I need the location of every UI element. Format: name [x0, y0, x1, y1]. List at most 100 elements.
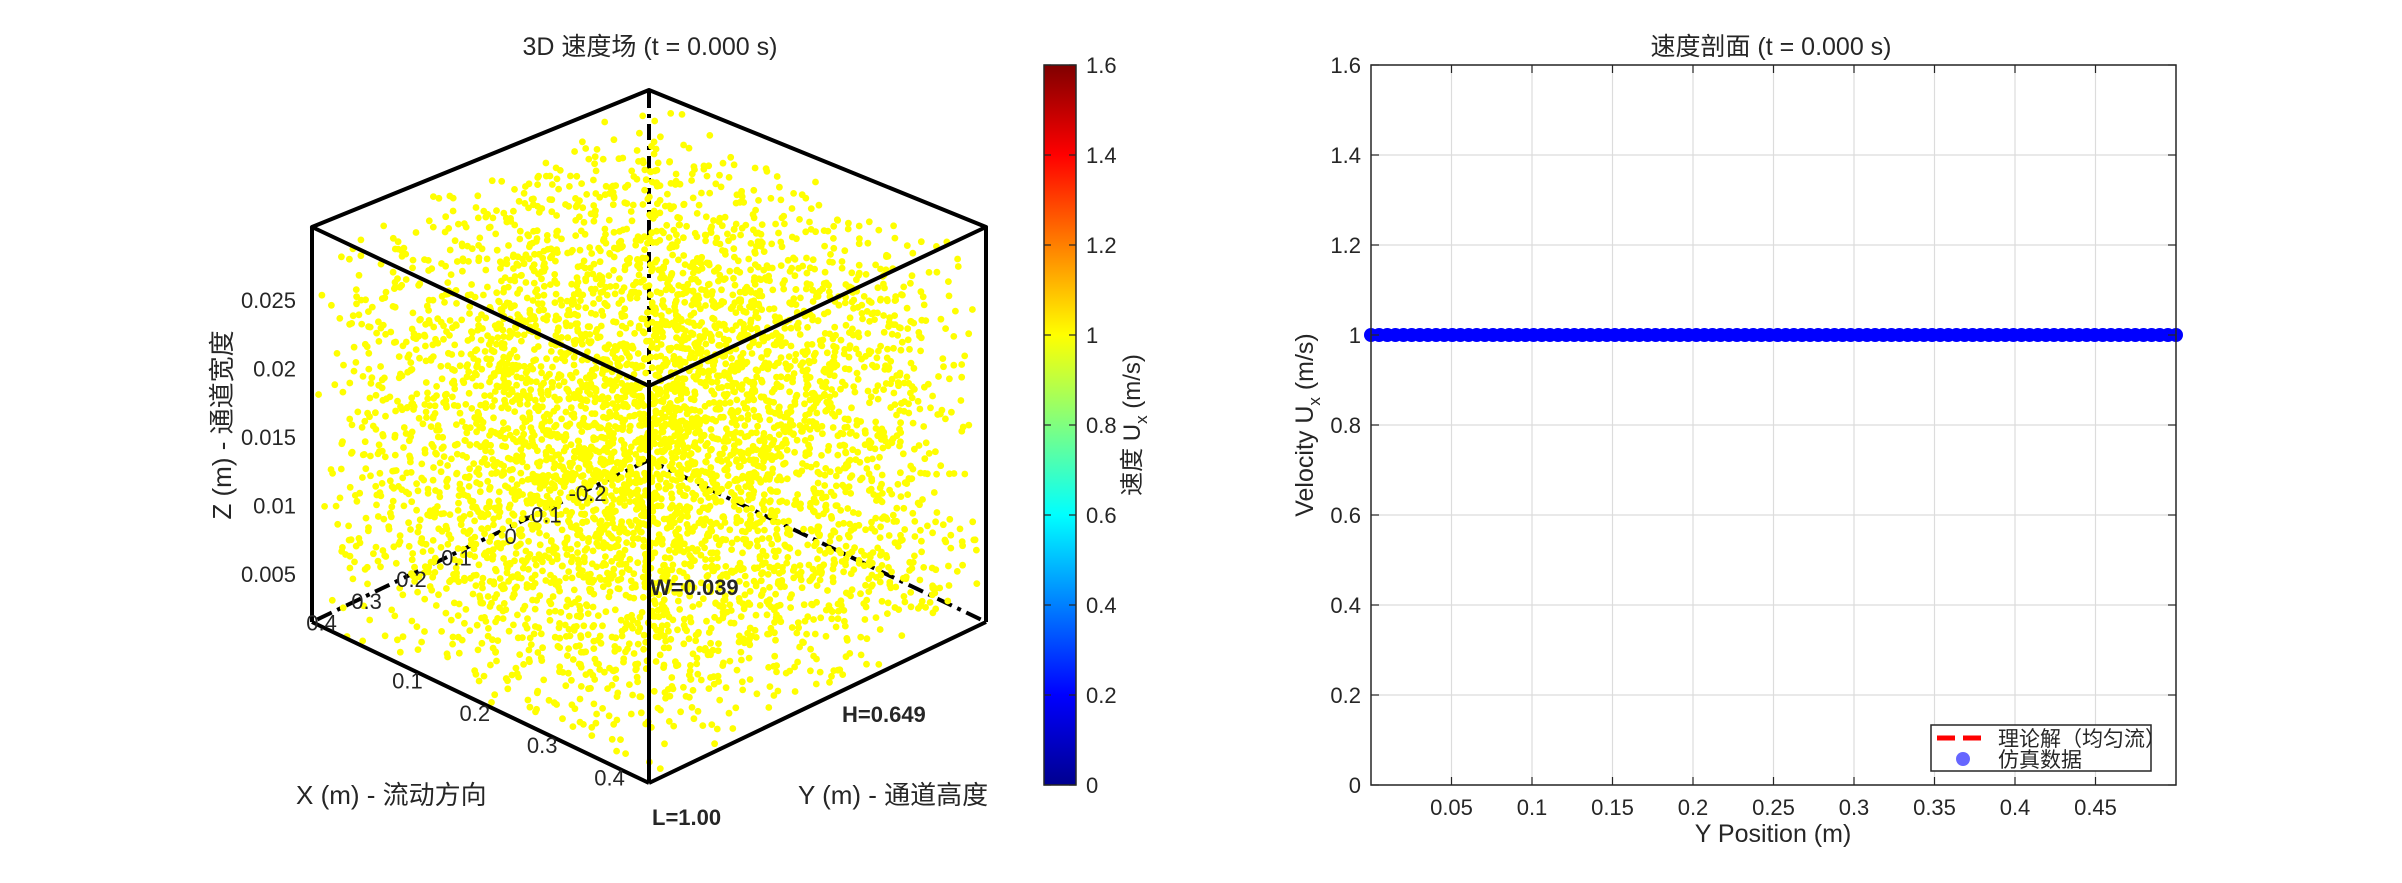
velocity-point: [350, 367, 358, 375]
velocity-point: [683, 508, 691, 516]
velocity-point: [531, 571, 539, 579]
velocity-point: [363, 563, 371, 571]
velocity-point: [427, 547, 435, 555]
velocity-point: [756, 602, 764, 609]
velocity-point: [593, 326, 601, 333]
velocity-point: [693, 654, 701, 662]
velocity-point: [471, 517, 478, 525]
velocity-point: [625, 518, 633, 526]
velocity-point: [538, 436, 546, 443]
velocity-point: [533, 227, 541, 235]
velocity-point: [505, 300, 513, 307]
velocity-point: [701, 287, 709, 294]
velocity-point: [620, 658, 627, 666]
velocity-point: [586, 323, 593, 331]
velocity-point: [807, 645, 814, 653]
velocity-point: [906, 345, 913, 353]
velocity-point: [929, 392, 936, 400]
velocity-point: [498, 404, 506, 412]
velocity-point: [672, 311, 680, 319]
velocity-point: [553, 280, 561, 287]
velocity-point: [876, 534, 884, 541]
velocity-point: [958, 373, 966, 381]
velocity-point: [686, 319, 694, 326]
velocity-point: [555, 382, 563, 389]
velocity-point: [337, 465, 345, 473]
velocity-point: [578, 428, 586, 435]
velocity-point: [503, 384, 510, 392]
velocity-point: [551, 607, 559, 615]
velocity-point: [513, 353, 521, 361]
velocity-point: [680, 491, 687, 499]
velocity-point: [642, 369, 650, 377]
velocity-point: [422, 342, 429, 350]
velocity-point: [766, 683, 774, 690]
velocity-point: [349, 575, 357, 583]
velocity-point: [593, 563, 601, 571]
velocity-point: [441, 391, 449, 399]
velocity-point: [806, 374, 814, 381]
velocity-point: [352, 286, 360, 293]
velocity-point: [743, 404, 751, 412]
velocity-point: [758, 221, 766, 229]
velocity-point: [432, 602, 440, 609]
velocity-point: [437, 468, 445, 476]
velocity-point: [449, 640, 456, 648]
velocity-point: [721, 466, 728, 474]
velocity-point: [613, 716, 621, 724]
velocity-point: [897, 324, 904, 332]
velocity-point: [374, 513, 382, 520]
velocity-point: [737, 448, 744, 456]
velocity-point: [758, 376, 765, 384]
velocity-point: [361, 417, 369, 425]
velocity-point: [589, 603, 597, 611]
velocity-point: [339, 604, 347, 612]
velocity-point: [886, 486, 893, 494]
velocity-point: [533, 596, 541, 604]
velocity-point: [675, 256, 682, 264]
velocity-point: [364, 580, 371, 588]
velocity-point: [959, 423, 967, 431]
velocity-point: [688, 170, 696, 178]
velocity-point: [660, 664, 667, 671]
velocity-point: [438, 260, 445, 267]
velocity-point: [430, 323, 438, 331]
velocity-point: [746, 624, 754, 632]
velocity-point: [576, 613, 584, 621]
velocity-point: [807, 526, 815, 533]
velocity-point: [453, 569, 460, 577]
velocity-point: [767, 194, 775, 202]
velocity-point: [882, 552, 890, 559]
velocity-point: [448, 455, 455, 463]
velocity-point: [457, 350, 465, 358]
velocity-point: [660, 515, 668, 523]
velocity-point: [613, 376, 620, 384]
velocity-point: [476, 488, 484, 496]
velocity-point: [640, 276, 647, 284]
velocity-point: [426, 507, 434, 515]
velocity-point: [729, 233, 737, 241]
velocity-point: [366, 616, 374, 624]
velocity-point: [759, 464, 767, 472]
velocity-point: [601, 399, 609, 407]
velocity-point: [504, 425, 512, 432]
velocity-point: [837, 507, 845, 514]
velocity-point: [800, 601, 808, 609]
velocity-point: [738, 498, 745, 505]
velocity-point: [492, 565, 499, 573]
velocity-point: [826, 678, 833, 686]
velocity-point: [808, 390, 816, 397]
velocity-point: [524, 615, 531, 622]
velocity-point: [405, 542, 413, 550]
velocity-point: [346, 415, 354, 423]
velocity-point: [456, 480, 464, 488]
velocity-point: [671, 510, 679, 518]
velocity-point: [899, 536, 906, 544]
velocity-point: [580, 257, 588, 265]
velocity-point: [391, 285, 398, 292]
velocity-point: [738, 193, 746, 201]
velocity-point: [399, 474, 407, 482]
velocity-point: [485, 625, 492, 632]
velocity-point: [848, 404, 855, 412]
velocity-point: [764, 334, 772, 341]
